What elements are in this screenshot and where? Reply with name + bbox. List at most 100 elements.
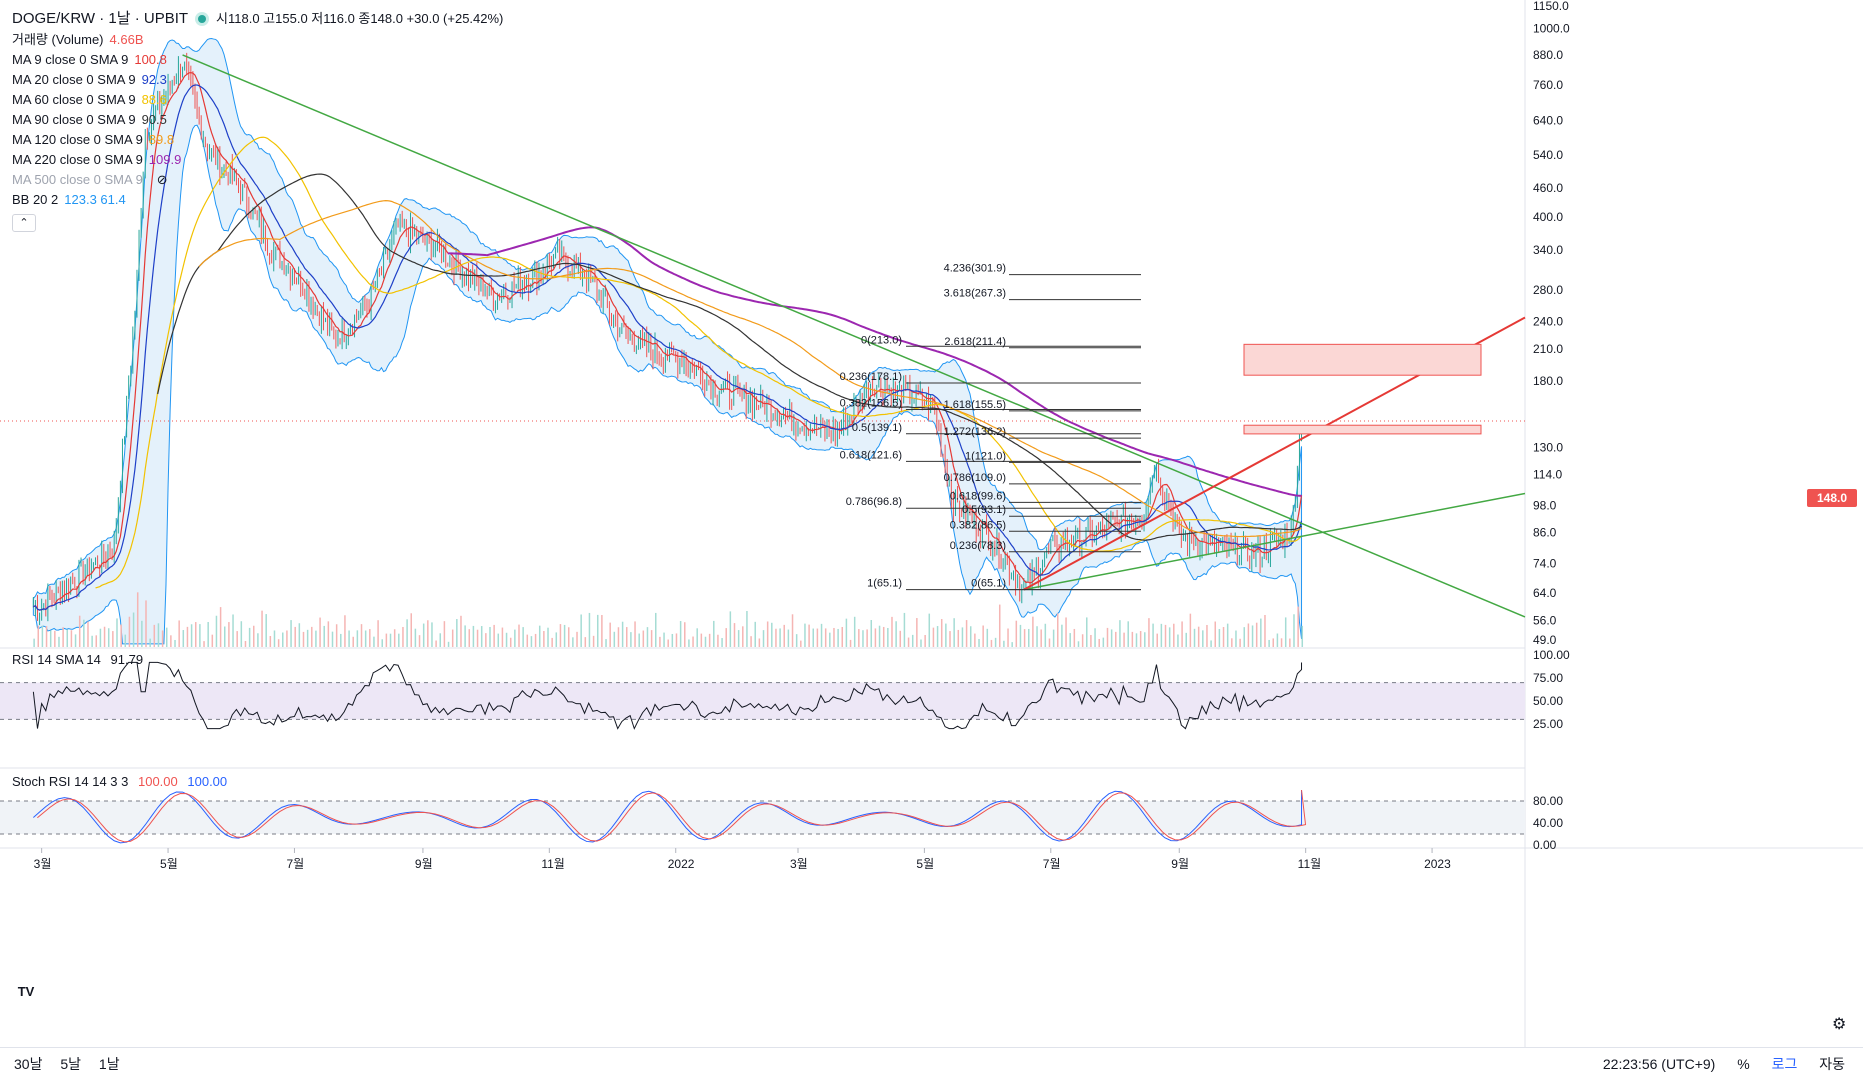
chevron-up-icon: ⌃	[19, 217, 29, 229]
volume-bar	[161, 630, 164, 647]
volume-bar	[1115, 631, 1117, 647]
legend-row[interactable]: MA 20 close 0 SMA 9 92.3	[12, 70, 503, 90]
chart-legend: DOGE/KRW · 1날 · UPBIT 시118.0 고155.0 저116…	[12, 8, 503, 232]
auto-toggle[interactable]: 자동	[1819, 1056, 1845, 1072]
volume-bar	[824, 628, 827, 647]
volume-bar	[762, 630, 765, 647]
legend-row[interactable]: MA 60 close 0 SMA 9 88.6	[12, 90, 503, 110]
volume-bar	[870, 620, 873, 647]
legend-row[interactable]: MA 500 close 0 SMA 9 ⊘	[12, 170, 503, 190]
volume-bar	[199, 624, 201, 647]
volume-bar	[916, 618, 918, 647]
range-30d-button[interactable]: 30날	[14, 1056, 43, 1072]
volume-bar	[808, 624, 810, 647]
volume-bar	[418, 635, 421, 647]
volume-bar	[858, 629, 860, 647]
clock[interactable]: 22:23:56 (UTC+9)	[1602, 1056, 1716, 1072]
volume-bar	[1160, 623, 1163, 647]
volume-bar	[319, 617, 321, 647]
symbol-title[interactable]: DOGE/KRW · 1날 · UPBIT	[12, 10, 189, 27]
volume-bar	[1247, 623, 1250, 647]
volume-bar	[427, 620, 429, 647]
volume-bar	[1061, 624, 1063, 647]
volume-bar	[248, 627, 251, 647]
fib-level-label: 0.382(156.5)	[840, 398, 902, 410]
volume-bar	[70, 630, 73, 647]
collapse-legend-button[interactable]: ⌃	[12, 214, 36, 232]
fib-level-label: 0(213.0)	[861, 334, 902, 346]
volume-bar	[572, 637, 574, 647]
volume-bar	[588, 612, 591, 647]
volume-bar	[816, 628, 819, 647]
volume-bar	[58, 636, 60, 647]
volume-bar	[567, 627, 570, 647]
volume-bar	[949, 631, 951, 647]
volume-bar	[116, 618, 118, 647]
log-toggle[interactable]: 로그	[1771, 1056, 1798, 1072]
legend-row[interactable]: MA 9 close 0 SMA 9 100.8	[12, 50, 503, 70]
legend-row[interactable]: 거래량 (Volume) 4.66B	[12, 30, 503, 50]
volume-bar	[675, 633, 678, 647]
percent-toggle[interactable]: %	[1737, 1056, 1750, 1072]
volume-bar	[228, 622, 230, 647]
volume-bar	[721, 638, 723, 647]
hidden-eye-icon[interactable]: ⊘	[156, 172, 168, 187]
volume-bar	[273, 630, 276, 647]
volume-bar	[219, 607, 222, 647]
legend-row[interactable]: MA 220 close 0 SMA 9 109.9	[12, 150, 503, 170]
gear-icon[interactable]: ⚙	[1832, 1016, 1847, 1033]
fib-ext-label: 0.236(78.3)	[950, 540, 1006, 552]
range-1d-button[interactable]: 1날	[98, 1056, 120, 1072]
volume-bar	[1181, 621, 1183, 647]
legend-row[interactable]: BB 20 2 123.3 61.4	[12, 190, 503, 210]
volume-bar	[1135, 633, 1138, 647]
volume-bar	[1102, 637, 1105, 647]
volume-bar	[402, 626, 404, 647]
volume-bar	[638, 633, 640, 647]
volume-bar	[340, 633, 342, 647]
volume-bar	[45, 626, 48, 647]
volume-bar	[120, 624, 122, 647]
tradingview-logo-icon[interactable]: TV	[10, 978, 42, 1004]
volume-bar	[692, 636, 694, 647]
symbol-header: DOGE/KRW · 1날 · UPBIT 시118.0 고155.0 저116…	[12, 8, 503, 30]
fib-ext-label: 1.272(136.2)	[944, 426, 1006, 438]
range-5d-button[interactable]: 5날	[60, 1056, 82, 1072]
volume-bar	[112, 631, 114, 647]
volume-bar	[936, 626, 939, 647]
time-tick-label: 3월	[790, 857, 808, 871]
legend-value: 109.9	[148, 152, 182, 167]
volume-bar	[1057, 613, 1059, 647]
volume-bar	[141, 620, 143, 647]
legend-row[interactable]: MA 120 close 0 SMA 9 89.8	[12, 130, 503, 150]
volume-bar	[306, 629, 309, 647]
last-price-tag: 148.0	[1807, 489, 1857, 507]
volume-bar	[986, 628, 989, 647]
volume-bar	[1214, 621, 1216, 647]
price-tick-label: 240.0	[1533, 315, 1563, 329]
time-tick-label: 5월	[916, 857, 934, 871]
volume-bar	[1073, 628, 1076, 647]
volume-bar	[538, 625, 541, 647]
volume-bar	[605, 639, 607, 647]
volume-bar	[704, 636, 707, 647]
volume-bar	[1272, 638, 1275, 647]
price-tick-label: 1000.0	[1533, 22, 1570, 36]
volume-bar	[1156, 633, 1158, 647]
volume-bar	[1127, 621, 1129, 647]
volume-bar	[626, 627, 628, 647]
volume-bar	[91, 635, 93, 647]
volume-bar	[725, 628, 727, 647]
volume-bar	[795, 634, 798, 647]
volume-bar	[907, 637, 910, 647]
price-tick-label: 340.0	[1533, 243, 1563, 257]
volume-bar	[708, 633, 711, 647]
volume-bar	[356, 630, 359, 647]
volume-bar	[1168, 627, 1171, 647]
rsi-tick-label: 25.00	[1533, 717, 1563, 731]
time-tick-label: 7월	[1043, 857, 1061, 871]
legend-row[interactable]: MA 90 close 0 SMA 9 90.5	[12, 110, 503, 130]
volume-bar	[468, 629, 471, 647]
volume-bar	[1297, 606, 1299, 647]
